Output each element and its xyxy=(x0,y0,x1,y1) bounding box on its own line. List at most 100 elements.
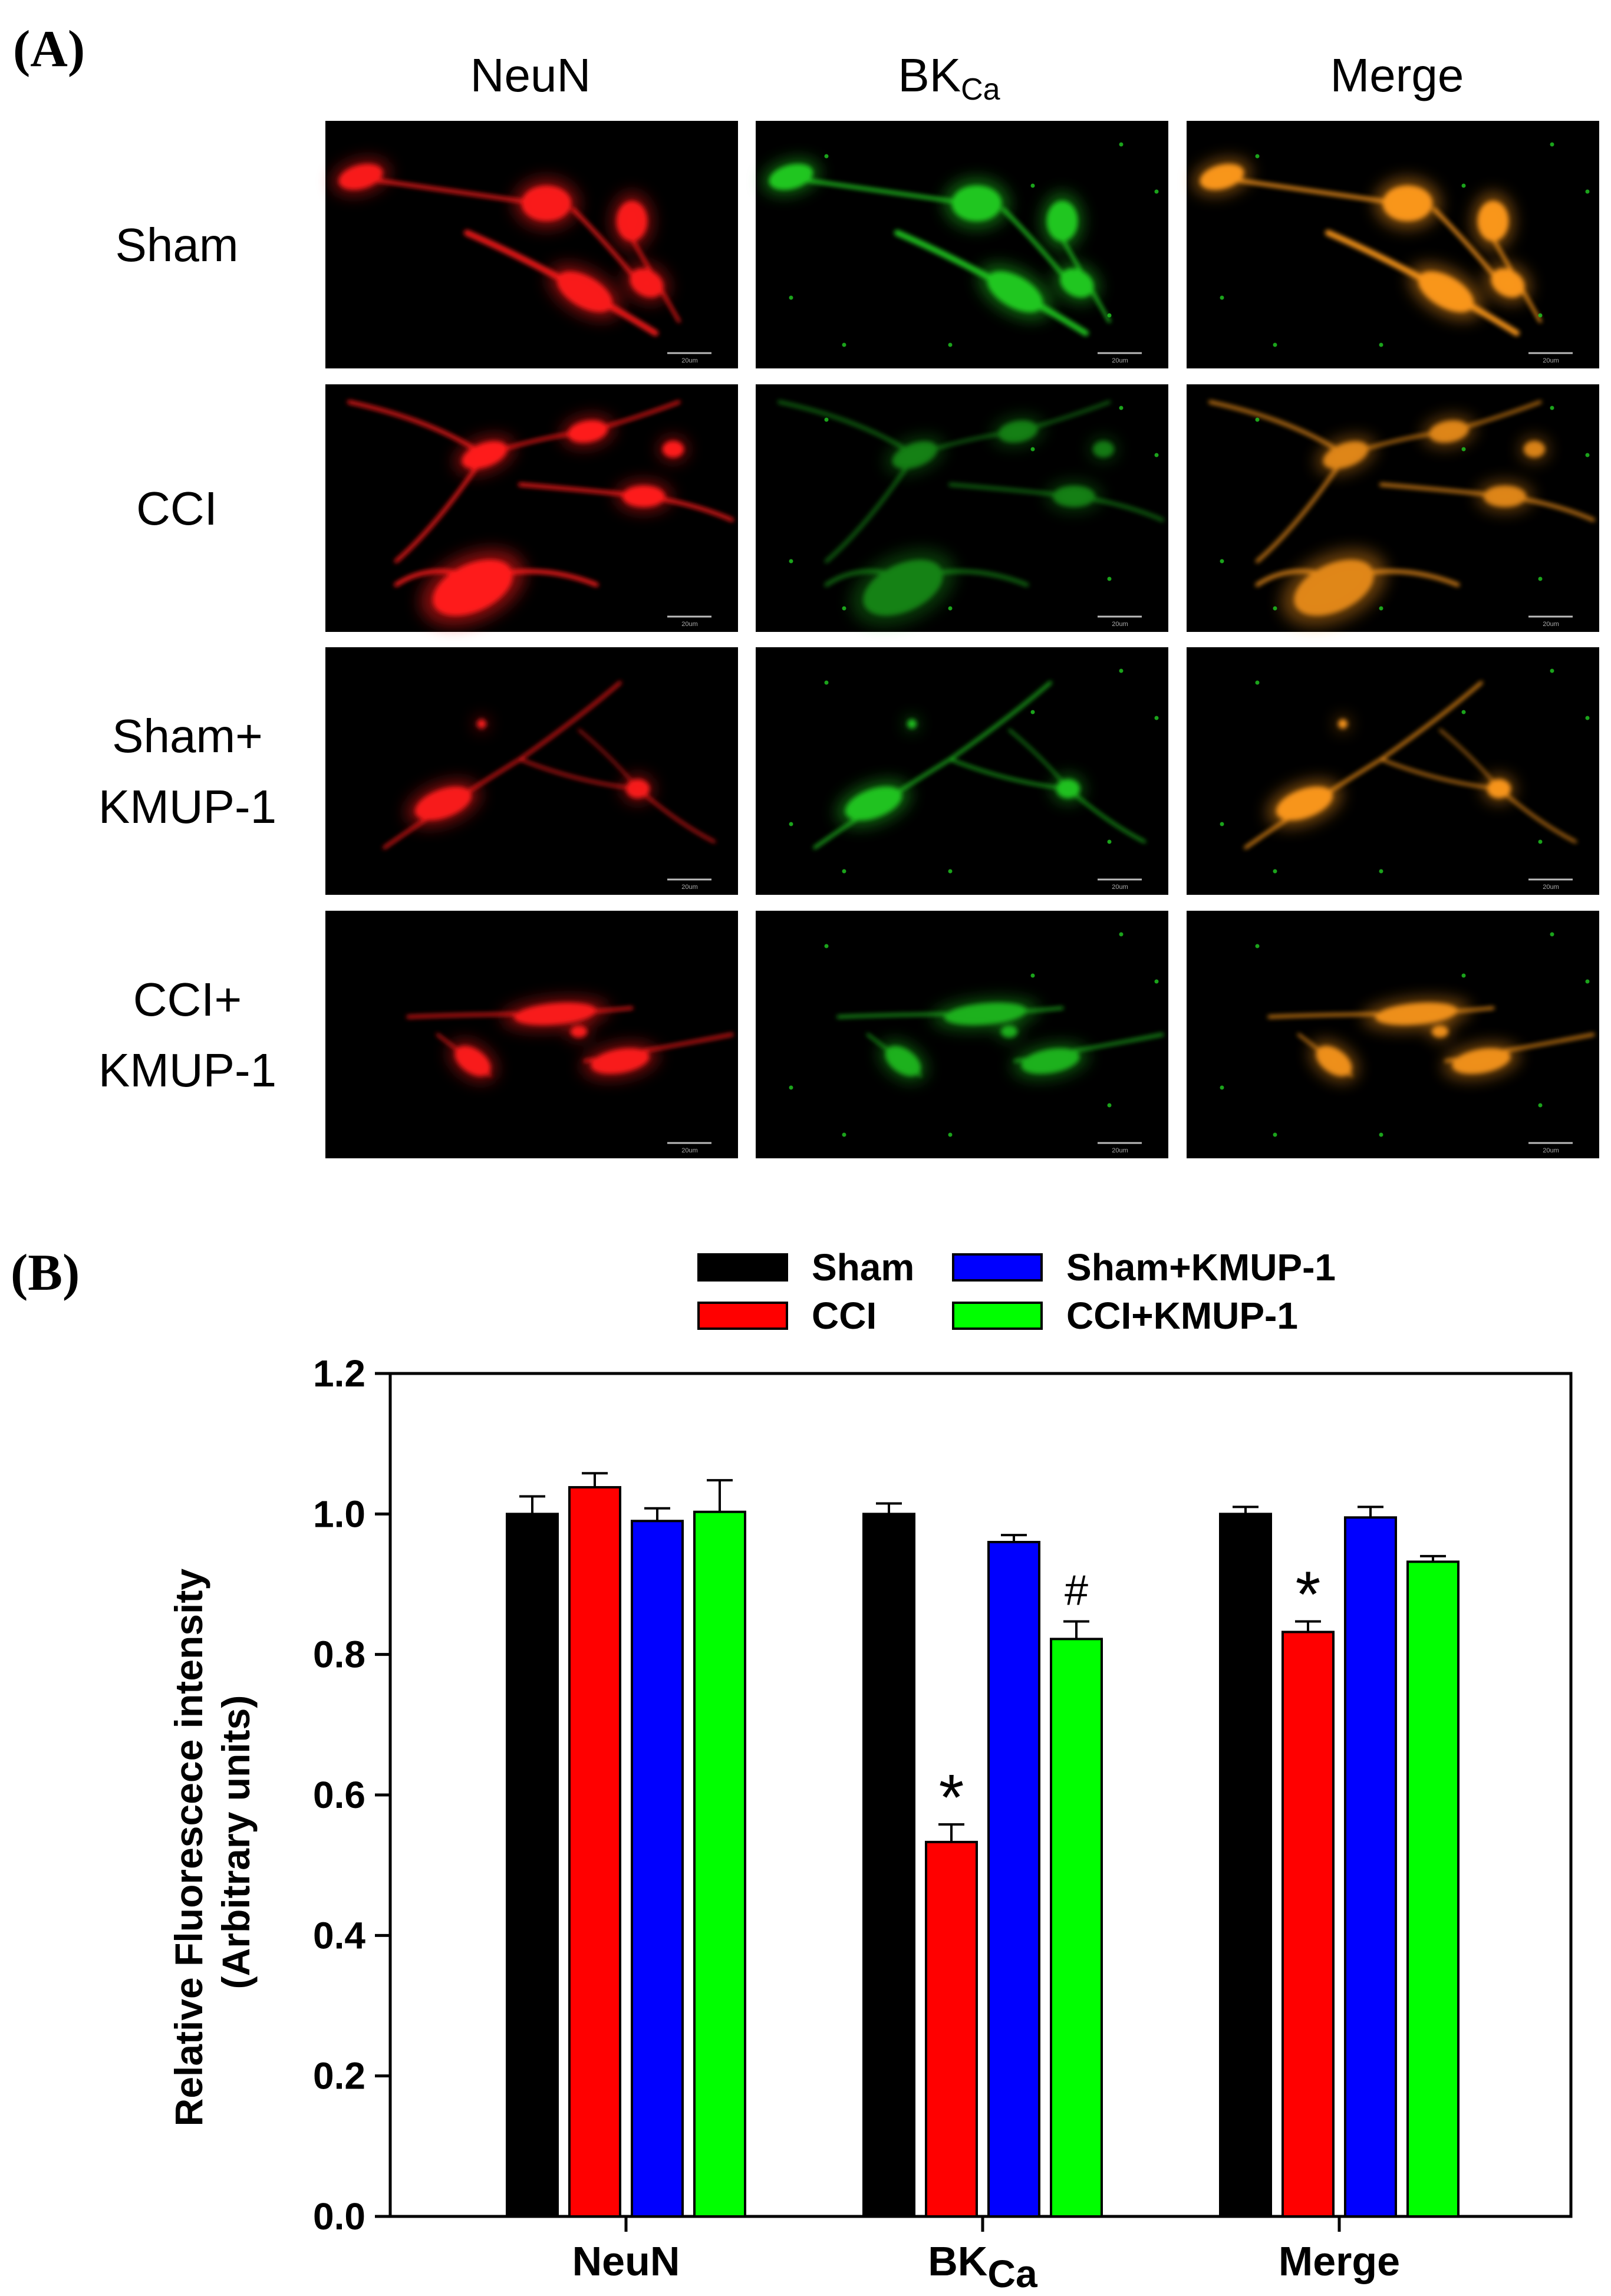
micrograph-sham-neun-soma-1 xyxy=(522,186,571,221)
micrograph-sham-neun-neurite-6 xyxy=(464,230,658,336)
micrograph-sham-kmup-merge-neurite-5 xyxy=(1439,729,1500,790)
micrograph-cci-neun-neurite-7 xyxy=(518,483,734,522)
micrograph-sham-kmup-bk-puncta-7 xyxy=(1154,716,1159,720)
micrograph-sham-kmup-bk-soma-2 xyxy=(907,719,917,729)
micrograph-grid: 20um 20um 20um 20um 20um 20um 20um 20um 20um 20um… xyxy=(325,121,1599,1158)
y-tick-label-1: 0.2 xyxy=(313,2055,365,2097)
micrograph-cci-kmup-merge: 20um xyxy=(1187,911,1599,1158)
row-label-sham-line1: Sham xyxy=(116,219,239,271)
micrograph-cci-merge-puncta-0 xyxy=(1255,417,1260,422)
micrograph-sham-kmup-bk-puncta-1 xyxy=(1119,668,1124,673)
micrograph-cci-merge-puncta-1 xyxy=(1550,406,1554,410)
micrograph-sham-merge-puncta-6 xyxy=(1273,342,1277,347)
micrograph-cci-kmup-bk-scale-bar-label: 20um xyxy=(1112,1147,1128,1154)
micrograph-sham-merge-puncta-4 xyxy=(1220,295,1224,300)
micrograph-sham-bk-puncta-3 xyxy=(1107,313,1112,318)
micrograph-cci-kmup-bk-puncta-6 xyxy=(842,1132,846,1137)
bar-bk-sham-kmup-1 xyxy=(987,1541,1040,2218)
micrograph-cci-bk-puncta-5 xyxy=(1030,447,1035,452)
bar-neun-cci-kmup-1 xyxy=(693,1510,746,2218)
micrograph-cci-kmup-merge-background xyxy=(1187,911,1599,1158)
micrograph-sham-kmup-merge-scale-bar-label: 20um xyxy=(1543,884,1559,891)
micrograph-cci-merge-puncta-5 xyxy=(1461,447,1466,452)
micrograph-sham-kmup-neun-background xyxy=(325,647,738,895)
row-label-cci-kmup-line1: CCI+ xyxy=(133,973,242,1026)
micrograph-cci-kmup-bk-cells xyxy=(836,1003,1164,1077)
y-axis-label-line2: (Arbitrary units) xyxy=(214,1695,258,1989)
bar-neun-sham xyxy=(506,1513,559,2218)
micrograph-cci-bk: 20um xyxy=(756,384,1168,632)
micrograph-cci-merge-puncta-6 xyxy=(1273,606,1277,611)
micrograph-sham-bk-puncta-2 xyxy=(948,342,953,347)
micrograph-cci-kmup-neun-neurite-6 xyxy=(436,1033,492,1077)
column-header-bkca: BKCa xyxy=(898,49,1000,107)
micrograph-cci-kmup-bk-puncta-1 xyxy=(1119,932,1124,937)
micrograph-sham-kmup-merge-puncta-4 xyxy=(1220,822,1224,826)
micrograph-sham-bk-neurite-7 xyxy=(1001,207,1064,276)
column-header-merge: Merge xyxy=(1330,49,1464,101)
micrograph-sham-kmup-neun: 20um xyxy=(325,647,738,895)
legend-swatch-cci xyxy=(697,1302,788,1330)
micrograph-cci-merge-neurite-6 xyxy=(1344,400,1542,457)
micrograph-cci-kmup-neun-scale-bar-label: 20um xyxy=(681,1147,698,1154)
bar-neun-cci xyxy=(568,1486,621,2218)
micrograph-cci-kmup-bk-puncta-3 xyxy=(1107,1103,1112,1108)
y-tick-label-4: 0.8 xyxy=(313,1633,365,1676)
legend-label-cci-kmup-1: CCI+KMUP-1 xyxy=(1066,1294,1298,1337)
micrograph-cci-kmup-merge-puncta-4 xyxy=(1220,1085,1224,1090)
micrograph-cci-kmup-bk-puncta-5 xyxy=(1030,973,1035,978)
micrograph-cci-bk-scale-bar-label: 20um xyxy=(1112,621,1128,628)
micrograph-cci-kmup-merge-soma-1 xyxy=(1452,1048,1511,1074)
micrograph-cci-merge-cells xyxy=(1208,400,1595,616)
micrograph-cci-kmup-bk-neurite-5 xyxy=(1013,1033,1164,1063)
micrograph-sham-kmup-bk-cells xyxy=(813,681,1146,849)
legend-label-cci: CCI xyxy=(812,1294,877,1337)
micrograph-sham-bk: 20um xyxy=(756,121,1168,368)
micrograph-sham-kmup-bk-scale-bar-label: 20um xyxy=(1112,884,1128,891)
bar-neun-sham-kmup-1 xyxy=(631,1520,684,2218)
micrograph-sham-bk-puncta-0 xyxy=(824,154,829,159)
micrograph-cci-kmup-merge-scale-bar-label: 20um xyxy=(1543,1147,1559,1154)
panel-b-chart: (B) Sham CCI Sham+KMUP-1 CCI+KMUP-1 Relativ… xyxy=(11,1244,1573,2295)
micrograph-sham-merge-neurite-5 xyxy=(1232,178,1401,205)
micrograph-sham-bk-scale-bar-label: 20um xyxy=(1112,357,1128,364)
row-labels: Sham CCI Sham+ KMUP-1 CCI+ KMUP-1 xyxy=(98,219,276,1096)
micrograph-sham-merge-puncta-7 xyxy=(1585,189,1590,194)
micrograph-cci-merge-puncta-3 xyxy=(1538,577,1543,581)
micrograph-sham-kmup-merge-puncta-3 xyxy=(1538,839,1543,844)
micrograph-cci-kmup-bk-neurite-6 xyxy=(867,1033,922,1077)
micrograph-cci-bk-neurite-7 xyxy=(948,483,1164,522)
micrograph-sham-merge-neurite-7 xyxy=(1432,207,1495,276)
micrograph-sham-kmup-neun-neurite-5 xyxy=(578,729,639,790)
micrograph-cci-neun-scale-bar-label: 20um xyxy=(681,621,698,628)
micrograph-cci-kmup-neun-neurite-5 xyxy=(583,1033,734,1063)
micrograph-sham-bk-soma-1 xyxy=(952,186,1001,221)
micrograph-cci-neun-background xyxy=(325,384,738,632)
micrograph-cci-merge-scale-bar-label: 20um xyxy=(1543,621,1559,628)
y-tick-label-2: 0.4 xyxy=(313,1914,365,1956)
micrograph-sham-neun-soma-2 xyxy=(617,201,647,241)
micrograph-sham-merge-puncta-3 xyxy=(1538,313,1543,318)
micrograph-sham-kmup-neun-soma-0 xyxy=(415,786,472,821)
micrograph-sham-kmup-bk-puncta-3 xyxy=(1107,839,1112,844)
micrograph-cci-merge: 20um xyxy=(1187,384,1599,632)
micrograph-sham-merge-soma-0 xyxy=(1200,164,1244,190)
y-axis: 0.0 0.2 0.4 0.6 0.8 1.0 1.2 xyxy=(313,1352,390,2238)
bars xyxy=(506,1472,1460,2218)
row-label-cci-line1: CCI xyxy=(136,482,218,535)
micrograph-sham-merge-scale-bar-label: 20um xyxy=(1543,357,1559,364)
micrograph-sham-kmup-neun-soma-2 xyxy=(477,719,486,729)
bar-merge-cci xyxy=(1281,1630,1335,2218)
micrograph-sham-kmup-merge-puncta-0 xyxy=(1255,680,1260,685)
micrograph-sham-bk-background xyxy=(756,121,1168,368)
micrograph-sham-kmup-merge-puncta-5 xyxy=(1461,710,1466,714)
y-tick-label-6: 1.2 xyxy=(313,1352,365,1395)
micrograph-sham-merge-puncta-0 xyxy=(1255,154,1260,159)
micrograph-cci-bk-neurite-8 xyxy=(824,569,1029,587)
micrograph-cci-bk-soma-4 xyxy=(1093,441,1114,457)
row-label-sham-kmup-line1: Sham+ xyxy=(112,710,263,762)
micrograph-sham-kmup-merge-soma-2 xyxy=(1338,719,1348,729)
bar-bk-cci-kmup-1 xyxy=(1050,1638,1103,2218)
micrograph-sham-bk-puncta-5 xyxy=(1030,183,1035,188)
